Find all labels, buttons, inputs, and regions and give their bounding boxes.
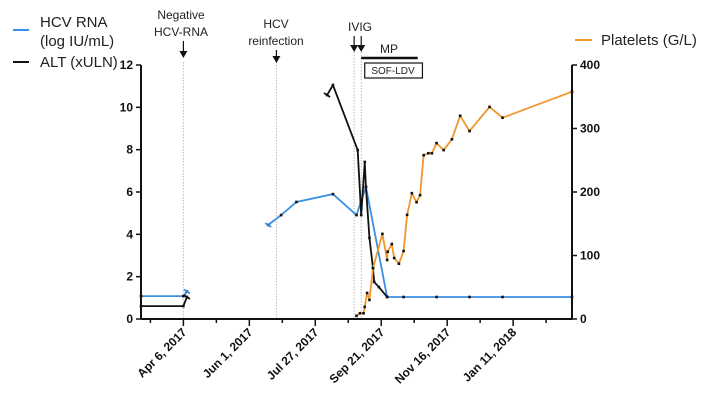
platelets-point [358,311,362,315]
y-left-tick-label: 4 [126,227,133,241]
hcv-rna-point [279,213,283,217]
platelets-point [402,249,405,253]
platelets-point [381,232,384,236]
platelets-point [410,191,414,195]
x-tick-label: Jun 1, 2017 [200,325,256,381]
negative-arrow-head [179,51,188,58]
platelets-point [570,90,574,93]
y-right-tick-label: 0 [580,312,587,326]
hcv-rna-cap [183,288,191,295]
y-left-tick-label: 0 [126,312,133,326]
annotation-negative-2: HCV-RNA [154,25,208,39]
plot-area: 0 2 4 6 8 10 12 0 100 200 300 400 Apr 6, 2017 Jun 1, … [120,36,600,387]
hcv-rna-point [139,294,143,298]
alt-point [364,185,368,189]
platelets-point [415,200,418,204]
hcv-rna-line [141,290,188,298]
platelets-point [368,298,371,302]
x-tick-label: Jul 27, 2017 [264,325,322,383]
sof-ldv-box [364,62,424,79]
alt-cap [323,92,331,98]
platelets-point [427,151,430,155]
alt-point [372,280,376,284]
platelets-point [390,242,394,246]
platelets-point [385,258,389,262]
alt-point [359,213,363,217]
hcv-rna-point [331,192,335,196]
annotations: Negative HCV-RNA HCV reinfection IVIG MP… [154,8,415,77]
platelets-point [450,137,454,141]
y-right-tick-label: 300 [580,122,600,136]
platelets-point [422,153,425,157]
annotation-ivig: IVIG [348,20,372,34]
platelets-point [468,129,471,133]
annotation-negative-1: Negative [157,8,205,22]
alt-line [326,83,388,298]
alt-line [141,296,188,307]
alt-point [385,295,389,299]
hcv-rna-point [402,295,405,299]
y-left-tick-label: 2 [126,270,133,284]
annotation-reinfection-2: reinfection [248,34,303,48]
platelets-point [392,256,396,260]
legend-alt-label: ALT (xULN) [40,54,118,71]
annotation-mp: MP [380,42,398,56]
alt-point [377,285,381,289]
x-tick-label: Nov 16, 2017 [392,325,454,387]
alt-point [368,236,371,240]
platelets-point [371,266,375,270]
alt-point [363,160,367,164]
hcv-rna-point [295,200,298,204]
hcv-rna-point [501,295,504,299]
hcv-rna-point [355,213,358,217]
y-right-tick-label: 100 [580,249,600,263]
y-left-tick-label: 6 [126,185,133,199]
legend-hcv-label-2: (log IU/mL) [40,33,114,50]
hcv-rna-cap [264,222,272,228]
y-right-tick-label: 400 [580,58,600,72]
x-tick-label: Jan 11, 2018 [460,325,520,385]
hcv-rna-point [435,295,438,299]
reinfection-arrow-head [272,56,281,63]
legend: HCV RNA (log IU/mL) ALT (xULN) Platelets… [13,14,697,71]
y-left-tick-label: 10 [120,100,134,114]
platelets-point [418,193,422,197]
legend-hcv-label-1: HCV RNA [40,14,108,31]
alt-point [331,83,335,87]
legend-platelets-label: Platelets (G/L) [601,32,697,49]
hcv-rna-point [182,294,185,298]
platelets-point [458,114,462,118]
platelets-point [430,151,434,155]
alt-cap [183,294,191,300]
alt-point [356,148,359,152]
platelets-point [501,116,504,120]
platelets-point [488,105,491,109]
platelets-point [362,311,365,315]
platelets-point [442,148,445,152]
hcv-rna-line [267,183,572,298]
hcv-rna-point [468,295,471,299]
ivig-1-arrow-head [350,45,359,52]
annotation-reinfection-1: HCV [263,17,288,31]
platelets-point [405,213,409,217]
alt-point [139,304,143,308]
y-left-tick-label: 8 [126,143,133,157]
hcv-rna-point [570,295,574,299]
platelets-point [435,141,438,145]
platelets-line [355,90,573,317]
y-right-tick-label: 200 [580,185,600,199]
platelets-point [386,250,390,253]
annotation-sof-ldv: SOF-LDV [371,66,415,77]
y-left-tick-label: 12 [120,58,134,72]
platelets-point [363,305,367,309]
platelets-point [365,291,369,295]
x-tick-label: Apr 6, 2017 [134,325,189,380]
platelets-point [397,262,401,266]
x-tick-label: Sep 21, 2017 [326,325,387,386]
alt-point [182,304,185,308]
platelets-point [355,314,358,318]
ivig-2-arrow-head [357,45,366,52]
